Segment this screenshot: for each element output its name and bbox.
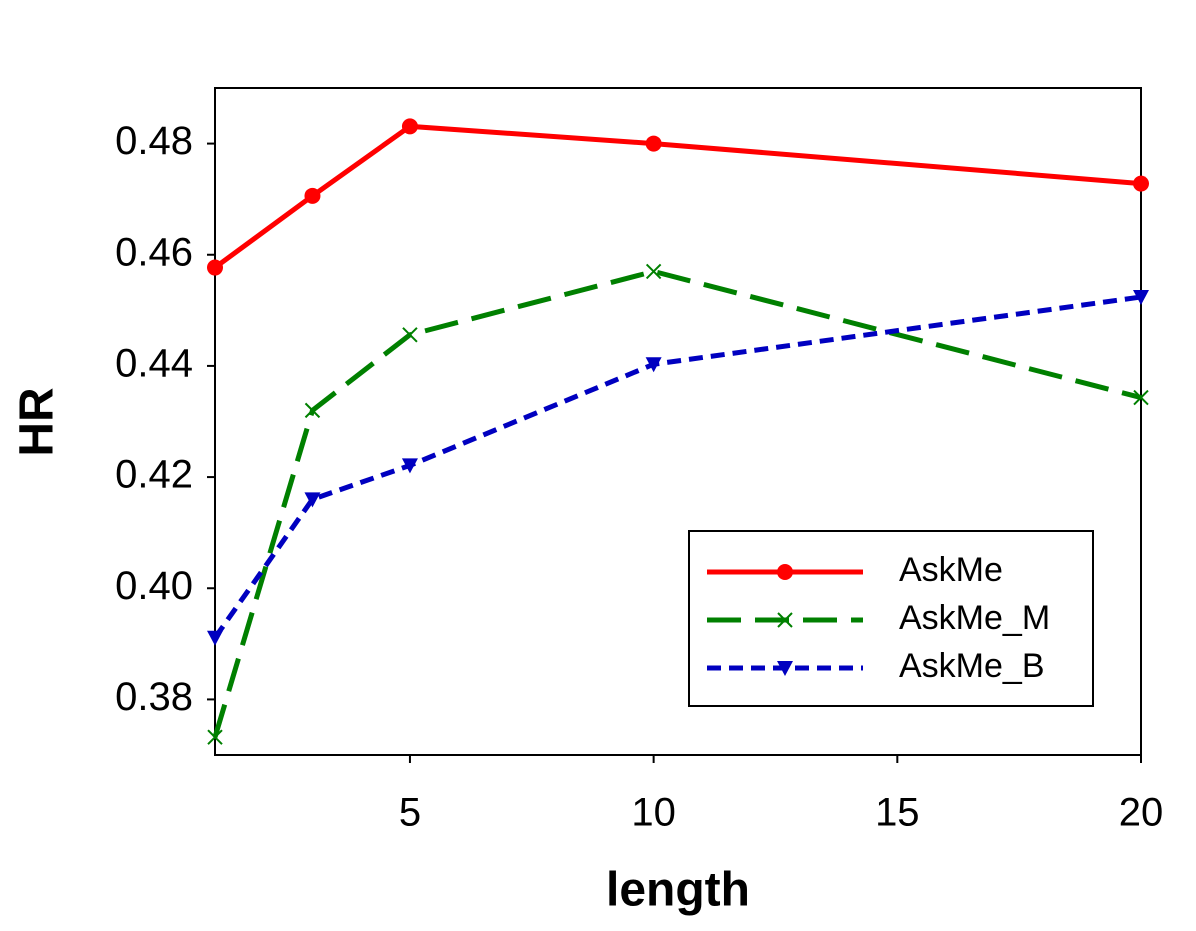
- data-point: [645, 357, 662, 373]
- data-point: [207, 630, 223, 646]
- x-axis-label: length: [606, 864, 750, 917]
- x-tick-label: 5: [399, 791, 421, 835]
- plot-frame: [214, 87, 1142, 756]
- y-tick-label: 0.42: [115, 453, 193, 497]
- x-tick-label: 20: [1119, 791, 1164, 835]
- data-point: [1133, 289, 1149, 305]
- legend-label: AskMe_B: [899, 647, 1045, 685]
- legend-label: AskMe: [899, 551, 1003, 589]
- data-point: [401, 458, 418, 474]
- data-point: [645, 263, 662, 280]
- data-point: [402, 327, 418, 343]
- legend-label: AskMe_M: [899, 599, 1050, 637]
- series-line: [213, 123, 1142, 270]
- y-tick-label: 0.44: [115, 341, 193, 385]
- x-tick-label: 15: [875, 791, 920, 835]
- data-point: [207, 259, 223, 276]
- y-tick-label: 0.38: [115, 675, 193, 719]
- y-tick-label: 0.46: [115, 230, 193, 274]
- data-point: [1133, 389, 1149, 406]
- y-tick-label: 0.40: [115, 564, 193, 608]
- data-point: [304, 492, 321, 508]
- data-point: [304, 187, 321, 204]
- x-tick-label: 10: [631, 791, 676, 835]
- data-point: [401, 118, 418, 135]
- data-point: [304, 402, 321, 419]
- legend-marker: [777, 564, 793, 580]
- data-point: [645, 135, 662, 152]
- data-point: [1133, 175, 1149, 192]
- data-point: [207, 729, 223, 745]
- legend: AskMe AskMe_M AskMe_B: [688, 530, 1094, 707]
- y-axis-label: HR: [11, 387, 64, 456]
- y-tick-label: 0.48: [115, 119, 193, 163]
- legend-marker: [777, 612, 793, 628]
- legend-marker: [777, 661, 793, 676]
